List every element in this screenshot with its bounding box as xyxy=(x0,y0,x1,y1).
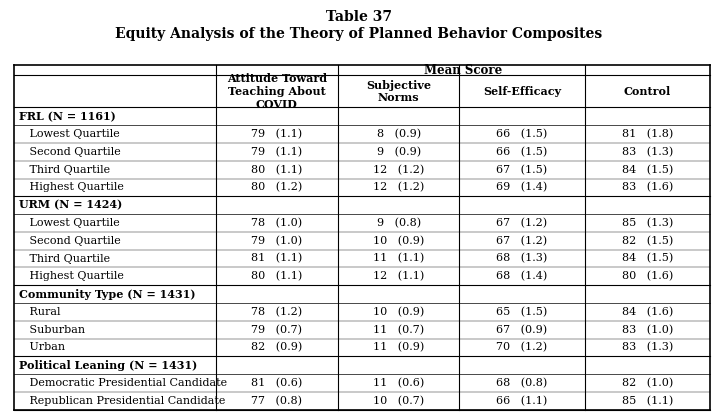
Text: Community Type (N = 1431): Community Type (N = 1431) xyxy=(19,288,195,300)
Text: Rural: Rural xyxy=(19,307,60,317)
Text: 82   (0.9): 82 (0.9) xyxy=(251,342,303,352)
Text: Suburban: Suburban xyxy=(19,325,85,335)
Text: 83   (1.6): 83 (1.6) xyxy=(622,182,673,193)
Text: Second Quartile: Second Quartile xyxy=(19,147,120,157)
Text: FRL (N = 1161): FRL (N = 1161) xyxy=(19,111,115,122)
Text: 67   (1.5): 67 (1.5) xyxy=(496,165,548,175)
Text: Equity Analysis of the Theory of Planned Behavior Composites: Equity Analysis of the Theory of Planned… xyxy=(115,27,602,41)
Text: 10   (0.9): 10 (0.9) xyxy=(373,236,424,246)
Text: Lowest Quartile: Lowest Quartile xyxy=(19,218,120,228)
Text: 78   (1.2): 78 (1.2) xyxy=(252,307,303,317)
Text: 66   (1.5): 66 (1.5) xyxy=(496,147,548,157)
Text: 81   (1.1): 81 (1.1) xyxy=(251,253,303,264)
Text: 84   (1.6): 84 (1.6) xyxy=(622,307,673,317)
Text: 80   (1.6): 80 (1.6) xyxy=(622,271,673,281)
Text: Highest Quartile: Highest Quartile xyxy=(19,271,123,281)
Text: 80   (1.2): 80 (1.2) xyxy=(251,182,303,193)
Text: 10   (0.7): 10 (0.7) xyxy=(373,395,424,406)
Text: 11   (1.1): 11 (1.1) xyxy=(373,253,424,264)
Text: URM (N = 1424): URM (N = 1424) xyxy=(19,200,122,211)
Text: 67   (0.9): 67 (0.9) xyxy=(496,324,548,335)
Text: Republican Presidential Candidate: Republican Presidential Candidate xyxy=(19,396,225,406)
Text: 85   (1.1): 85 (1.1) xyxy=(622,395,673,406)
Text: 83   (1.3): 83 (1.3) xyxy=(622,342,673,352)
Text: 79   (1.0): 79 (1.0) xyxy=(252,236,303,246)
Text: 9   (0.9): 9 (0.9) xyxy=(376,147,421,157)
Text: Attitude Toward
Teaching About
COVID: Attitude Toward Teaching About COVID xyxy=(227,73,327,110)
Text: 11   (0.7): 11 (0.7) xyxy=(373,324,424,335)
Text: Self-Efficacy: Self-Efficacy xyxy=(483,86,561,97)
Text: 83   (1.3): 83 (1.3) xyxy=(622,147,673,157)
Text: 12   (1.2): 12 (1.2) xyxy=(373,182,424,193)
Text: 79   (0.7): 79 (0.7) xyxy=(252,324,303,335)
Text: 68   (0.8): 68 (0.8) xyxy=(496,378,548,388)
Text: Second Quartile: Second Quartile xyxy=(19,236,120,246)
Text: 9   (0.8): 9 (0.8) xyxy=(376,218,421,228)
Text: Subjective
Norms: Subjective Norms xyxy=(366,79,431,103)
Text: 77   (0.8): 77 (0.8) xyxy=(252,395,303,406)
Text: 66   (1.5): 66 (1.5) xyxy=(496,129,548,139)
Text: 78   (1.0): 78 (1.0) xyxy=(252,218,303,228)
Text: 81   (0.6): 81 (0.6) xyxy=(251,378,303,388)
Text: 68   (1.4): 68 (1.4) xyxy=(496,271,548,281)
Text: Control: Control xyxy=(624,86,671,97)
Text: 11   (0.6): 11 (0.6) xyxy=(373,378,424,388)
Text: 84   (1.5): 84 (1.5) xyxy=(622,253,673,264)
Text: 83   (1.0): 83 (1.0) xyxy=(622,324,673,335)
Text: 12   (1.2): 12 (1.2) xyxy=(373,165,424,175)
Text: Table 37: Table 37 xyxy=(326,10,391,24)
Text: Third Quartile: Third Quartile xyxy=(19,254,110,263)
Text: 11   (0.9): 11 (0.9) xyxy=(373,342,424,352)
Text: 79   (1.1): 79 (1.1) xyxy=(252,147,303,157)
Text: 84   (1.5): 84 (1.5) xyxy=(622,165,673,175)
Text: Third Quartile: Third Quartile xyxy=(19,165,110,175)
Text: 79   (1.1): 79 (1.1) xyxy=(252,129,303,139)
Text: 67   (1.2): 67 (1.2) xyxy=(496,218,548,228)
Text: 80   (1.1): 80 (1.1) xyxy=(251,165,303,175)
Text: 81   (1.8): 81 (1.8) xyxy=(622,129,673,139)
Text: 66   (1.1): 66 (1.1) xyxy=(496,395,548,406)
Text: 65   (1.5): 65 (1.5) xyxy=(496,307,548,317)
Text: 69   (1.4): 69 (1.4) xyxy=(496,182,548,193)
Text: 10   (0.9): 10 (0.9) xyxy=(373,307,424,317)
Text: 68   (1.3): 68 (1.3) xyxy=(496,253,548,264)
Text: 82   (1.0): 82 (1.0) xyxy=(622,378,673,388)
Text: Highest Quartile: Highest Quartile xyxy=(19,182,123,192)
Text: Democratic Presidential Candidate: Democratic Presidential Candidate xyxy=(19,378,227,388)
Text: 8   (0.9): 8 (0.9) xyxy=(376,129,421,139)
Text: 67   (1.2): 67 (1.2) xyxy=(496,236,548,246)
Text: Urban: Urban xyxy=(19,342,65,352)
Text: 82   (1.5): 82 (1.5) xyxy=(622,236,673,246)
Text: Lowest Quartile: Lowest Quartile xyxy=(19,129,120,139)
Text: Mean Score: Mean Score xyxy=(424,64,502,76)
Text: 80   (1.1): 80 (1.1) xyxy=(251,271,303,281)
Text: 70   (1.2): 70 (1.2) xyxy=(496,342,548,352)
Text: 85   (1.3): 85 (1.3) xyxy=(622,218,673,228)
Text: Political Leaning (N = 1431): Political Leaning (N = 1431) xyxy=(19,360,197,371)
Text: 12   (1.1): 12 (1.1) xyxy=(373,271,424,281)
